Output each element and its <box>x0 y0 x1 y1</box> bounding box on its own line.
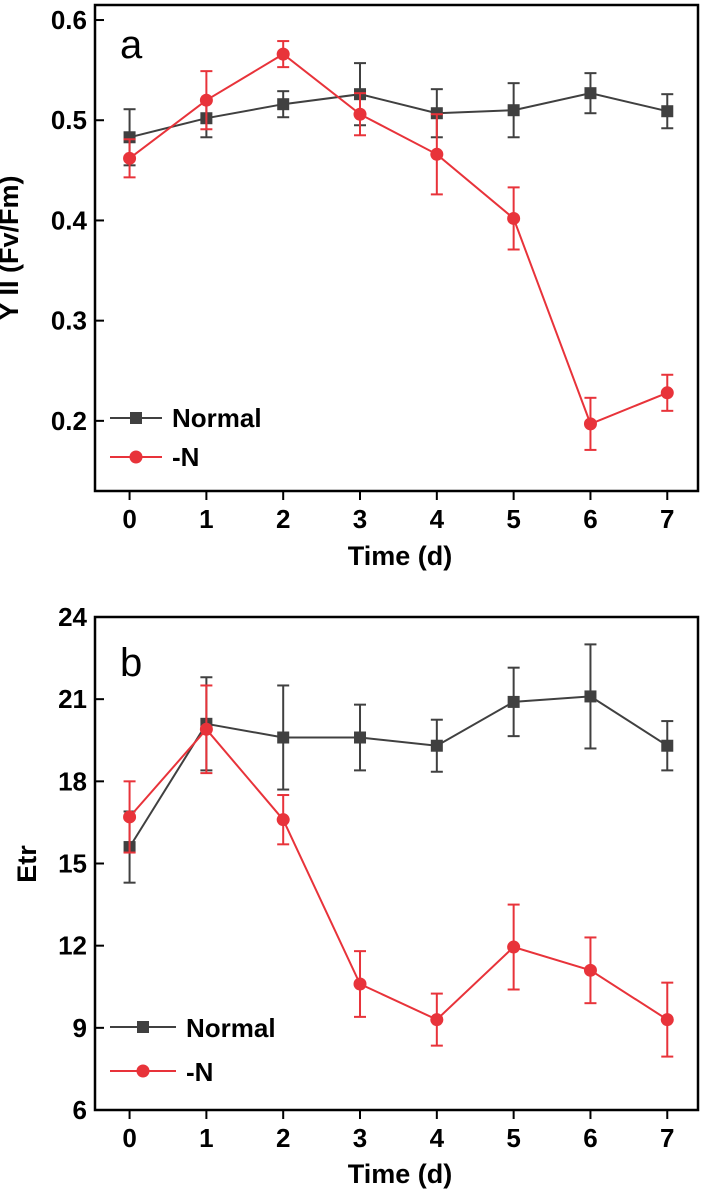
panel-b-point-minus-n <box>507 940 521 954</box>
panel-a-xtick-label: 7 <box>660 504 674 534</box>
panel-b-xlabel: Time (d) <box>348 1159 453 1189</box>
panel-a-point-normal <box>584 87 597 100</box>
panel-b-ytick-label: 9 <box>73 1013 87 1043</box>
panel-a-point-normal <box>277 98 290 111</box>
panel-b-point-minus-n <box>660 1013 674 1027</box>
panel-b-ytick-label: 24 <box>58 602 87 632</box>
panel-b-point-normal <box>277 731 290 744</box>
panel-a-xtick-label: 0 <box>122 504 136 534</box>
panel-b-point-normal <box>584 690 597 703</box>
panel-a-point-minus-n <box>199 93 213 107</box>
panel-b-ytick-label: 18 <box>58 766 87 796</box>
panel-b-letter: b <box>120 641 142 685</box>
panel-a-ytick-label: 0.3 <box>51 306 87 336</box>
legend-b-minus-n-marker <box>136 1064 150 1078</box>
panel-a-line-minus-n <box>128 52 668 426</box>
panel-b-ytick-label: 21 <box>58 684 87 714</box>
panel-b-xtick-label: 4 <box>430 1123 445 1153</box>
panel-b-ylabel: Etr <box>12 845 42 883</box>
panel-a-point-normal <box>430 107 443 120</box>
panel-b-series-minus-n <box>123 684 674 1058</box>
panel-a-frame <box>93 3 700 493</box>
panel-a-xtick-label: 3 <box>353 504 367 534</box>
panel-b-point-minus-n <box>123 810 137 824</box>
panel-b-series <box>123 643 674 1058</box>
panel-b-line-minus-n <box>128 727 668 1021</box>
legend-a-minus-n-marker <box>129 450 143 464</box>
panel-b-xtick-label: 0 <box>122 1123 136 1153</box>
panel-b-ytick-label: 12 <box>58 931 87 961</box>
panel-a-line-normal <box>129 92 668 139</box>
panel-a-series-minus-n <box>123 40 674 451</box>
panel-a-xtick-label: 2 <box>276 504 290 534</box>
panel-b-point-normal <box>430 739 443 752</box>
legend-b-normal-label: Normal <box>186 1013 276 1043</box>
panel-b-xtick-label: 7 <box>660 1123 674 1153</box>
panel-b-ytick-label: 15 <box>58 849 87 879</box>
panel-b-xtick-label: 3 <box>353 1123 367 1153</box>
panel-a-x-ticks: 0 1 2 3 4 5 6 7 <box>122 491 675 534</box>
panel-a-ytick-label: 0.5 <box>51 105 87 135</box>
panel-a-xtick-label: 1 <box>199 504 213 534</box>
legend-a-minus-n-label: -N <box>172 442 199 472</box>
panel-a-y-ticks: 0.2 0.3 0.4 0.5 0.6 <box>51 5 104 436</box>
panel-a-xtick-label: 5 <box>506 504 520 534</box>
panel-a-series-normal <box>123 62 674 167</box>
panel-b-legend: Normal -N <box>110 1013 276 1087</box>
panel-b-y-ticks: 6 9 12 15 18 21 24 <box>58 602 104 1125</box>
panel-a-legend: Normal -N <box>110 403 262 472</box>
panel-b-point-minus-n <box>430 1013 444 1027</box>
panel-b-point-minus-n <box>353 977 367 991</box>
panel-a-xtick-label: 4 <box>430 504 445 534</box>
legend-a-normal-label: Normal <box>172 403 262 433</box>
legend-b-minus-n-label: -N <box>186 1057 213 1087</box>
panel-a-point-minus-n <box>276 47 290 61</box>
panel-a-point-minus-n <box>430 147 444 161</box>
panel-b-xtick-label: 6 <box>583 1123 597 1153</box>
panel-b-point-normal <box>354 731 367 744</box>
panel-b-point-normal <box>661 739 674 752</box>
panel-b-ytick-label: 6 <box>73 1095 87 1125</box>
legend-a-normal-marker <box>130 412 142 424</box>
panel-a-point-normal <box>661 105 674 118</box>
panel-b-point-minus-n <box>276 813 290 827</box>
panel-a-letter: a <box>120 23 143 67</box>
panel-b-xtick-label: 2 <box>276 1123 290 1153</box>
panel-a-ytick-label: 0.6 <box>51 5 87 35</box>
panel-b-xtick-label: 1 <box>199 1123 213 1153</box>
panel-a-point-minus-n <box>583 417 597 431</box>
panel-b-point-minus-n <box>199 722 213 736</box>
panel-a-series <box>123 40 674 451</box>
panel-b-point-normal <box>507 695 520 708</box>
panel-a: a Time (d) Y II (Fv/Fm) 0.20.30.40.50.6 … <box>0 3 700 571</box>
panel-a-xtick-label: 6 <box>583 504 597 534</box>
legend-b-normal-marker <box>137 1021 149 1033</box>
panel-b-line-normal <box>128 695 668 848</box>
panel-a-ylabel: Y II (Fv/Fm) <box>0 175 24 320</box>
panel-a-ytick-label: 0.4 <box>51 205 88 235</box>
panel-a-point-minus-n <box>353 107 367 121</box>
panel-a-xlabel: Time (d) <box>348 541 453 571</box>
panel-a-point-minus-n <box>123 151 137 165</box>
panel-b-xtick-label: 5 <box>506 1123 520 1153</box>
panel-a-point-minus-n <box>660 386 674 400</box>
panel-a-point-normal <box>507 104 520 117</box>
panel-a-ytick-label: 0.2 <box>51 406 87 436</box>
panel-b-point-minus-n <box>583 963 597 977</box>
panel-b-x-ticks: 0 1 2 3 4 5 6 7 <box>122 1110 675 1153</box>
panel-a-point-minus-n <box>507 211 521 225</box>
